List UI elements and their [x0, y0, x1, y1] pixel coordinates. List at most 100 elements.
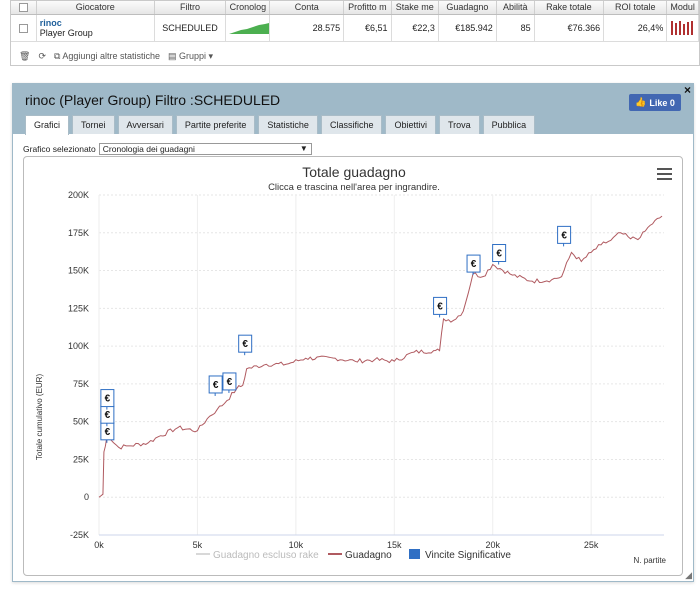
player-cell[interactable]: rinoc Player Group — [36, 14, 155, 42]
significant-win-marker[interactable]: € — [557, 225, 572, 247]
significant-win-markers: € € € € € € € € € € — [100, 225, 572, 443]
col-header-moduli[interactable]: Modul — [666, 1, 699, 15]
euro-icon: € — [437, 301, 443, 312]
col-header-guadagno[interactable]: Guadagno — [438, 1, 497, 15]
player-detail-panel: rinoc (Player Group) Filtro :SCHEDULED ×… — [12, 83, 694, 582]
earnings-chart[interactable]: Totale guadagno Clicca e trascina nell'a… — [24, 157, 683, 576]
col-header-conta[interactable]: Conta — [269, 1, 345, 15]
legend-item-guadagno[interactable]: Guadagno — [328, 550, 392, 561]
col-header-profitto[interactable]: Profitto m — [343, 1, 392, 15]
col-header-cronologia[interactable]: Cronolog — [225, 1, 271, 15]
significant-win-marker[interactable]: € — [222, 372, 237, 393]
col-header-giocatore[interactable]: Giocatore — [36, 1, 155, 15]
select-all-checkbox[interactable] — [18, 3, 28, 13]
col-header-rake[interactable]: Rake totale — [534, 1, 605, 15]
add-stats-button[interactable]: ⧉ Aggiungi altre statistiche — [53, 51, 160, 61]
select-all-header[interactable] — [11, 1, 37, 15]
like-label: Like 0 — [649, 97, 675, 108]
euro-icon: € — [471, 259, 477, 270]
filtro-cell: SCHEDULED — [154, 14, 227, 42]
tab-statistiche[interactable]: Statistiche — [258, 115, 318, 134]
euro-icon: € — [242, 339, 248, 350]
tab-bar: Grafici Tornei Avversari Partite preferi… — [25, 115, 536, 135]
chart-legend: Guadagno escluso rake Guadagno Vincite Sig… — [196, 549, 511, 561]
significant-win-marker[interactable]: € — [466, 254, 481, 276]
tab-trova[interactable]: Trova — [438, 115, 480, 134]
chart-axes: -25K 0 25K 50K 75K 100K 125K 150K 175K 200K 0k 5k 10… — [68, 190, 664, 550]
stats-header-row: Giocatore Filtro Cronolog Conta Profitto… — [11, 1, 699, 15]
x-tick-label: 10k — [289, 540, 304, 550]
euro-flag-box — [100, 389, 115, 408]
abilita-cell: 85 — [496, 14, 535, 42]
y-tick-label: 100K — [68, 341, 89, 351]
moduli-cell[interactable] — [666, 14, 699, 42]
panel-title: rinoc (Player Group) Filtro :SCHEDULED — [25, 92, 281, 108]
chart-title: Totale guadagno — [302, 164, 406, 180]
panel-header: rinoc (Player Group) Filtro :SCHEDULED ×… — [13, 83, 693, 135]
tab-tornei[interactable]: Tornei — [72, 115, 115, 134]
significant-win-marker[interactable]: € — [208, 375, 223, 396]
row-checkbox[interactable] — [18, 23, 28, 33]
col-header-roi[interactable]: ROI totale — [603, 1, 668, 15]
x-tick-label: 15k — [387, 540, 402, 550]
chart-container[interactable]: Totale guadagno Clicca e trascina nell'a… — [23, 156, 683, 576]
sparkline-chart — [229, 22, 269, 34]
series-guadagno-line — [98, 215, 663, 498]
rake-cell: €76.366 — [534, 14, 605, 42]
player-name-link[interactable]: rinoc — [39, 17, 62, 28]
y-tick-label: 150K — [68, 266, 89, 276]
cronologia-sparkline[interactable] — [225, 14, 271, 42]
thumbs-up-icon: 👍 — [635, 97, 647, 107]
close-icon[interactable]: × — [683, 83, 691, 97]
profitto-cell: €6,51 — [343, 14, 392, 42]
stats-table: Giocatore Filtro Cronolog Conta Profitto… — [11, 1, 699, 42]
x-tick-label: 25k — [584, 540, 599, 550]
legend-label: Guadagno — [345, 550, 392, 561]
chart-select-label: Grafico selezionato — [23, 144, 96, 154]
y-tick-label: 175K — [68, 228, 89, 238]
col-header-abilita[interactable]: Abilità — [496, 1, 535, 15]
euro-icon: € — [227, 377, 233, 388]
euro-icon: € — [105, 410, 111, 421]
y-axis-label: Totale cumulativo (EUR) — [35, 374, 44, 461]
groups-label: Gruppi — [179, 51, 207, 61]
tab-grafici[interactable]: Grafici — [25, 115, 70, 135]
row-checkbox-cell[interactable] — [11, 14, 37, 42]
resize-handle-icon[interactable]: ◢ — [685, 570, 692, 580]
chart-select-row: Grafico selezionato Cronologia dei guada… — [23, 143, 312, 155]
x-axis-label: N. partite — [634, 556, 667, 565]
significant-win-marker[interactable]: € — [492, 244, 507, 265]
tab-partite-preferite[interactable]: Partite preferite — [175, 115, 256, 134]
tab-classifiche[interactable]: Classifiche — [320, 115, 383, 134]
chart-select-dropdown[interactable]: Cronologia dei guadagni ▼ — [98, 143, 312, 155]
col-header-stake[interactable]: Stake me — [391, 1, 439, 15]
col-header-filtro[interactable]: Filtro — [154, 1, 227, 15]
tab-obiettivi[interactable]: Obiettivi — [385, 115, 436, 134]
tab-pubblica[interactable]: Pubblica — [482, 115, 536, 134]
legend-item-rake-excluded[interactable]: Guadagno escluso rake — [196, 550, 319, 561]
significant-win-marker[interactable]: € — [238, 334, 253, 356]
player-group-label: Player Group — [39, 27, 93, 38]
significant-win-marker[interactable]: € — [433, 296, 448, 318]
stats-panel: Giocatore Filtro Cronolog Conta Profitto… — [10, 0, 700, 66]
significant-win-marker[interactable]: € — [100, 389, 115, 410]
refresh-icon[interactable]: ⟳ — [38, 51, 46, 61]
euro-icon: € — [105, 427, 111, 438]
moduli-bars-icon — [671, 20, 694, 35]
legend-swatch — [409, 549, 420, 559]
significant-win-marker[interactable]: € — [100, 422, 115, 443]
legend-item-significant[interactable]: Vincite Significative — [409, 549, 511, 561]
table-row[interactable]: rinoc Player Group SCHEDULED 28.575 €6,5… — [11, 14, 699, 42]
tab-avversari[interactable]: Avversari — [117, 115, 173, 134]
euro-icon: € — [496, 249, 502, 260]
facebook-like-button[interactable]: 👍 Like 0 — [629, 94, 681, 111]
chart-menu-icon[interactable] — [657, 168, 672, 180]
add-stats-label: Aggiungi altre statistiche — [62, 51, 160, 61]
trash-icon[interactable]: 🗑 — [19, 51, 31, 61]
chart-grid — [98, 194, 664, 536]
groups-button[interactable]: ▤ Gruppi ▾ — [167, 51, 214, 61]
guadagno-cell: €185.942 — [438, 14, 497, 42]
chart-series — [98, 215, 663, 498]
legend-label: Guadagno escluso rake — [213, 550, 319, 561]
x-tick-label: 0k — [94, 540, 104, 550]
